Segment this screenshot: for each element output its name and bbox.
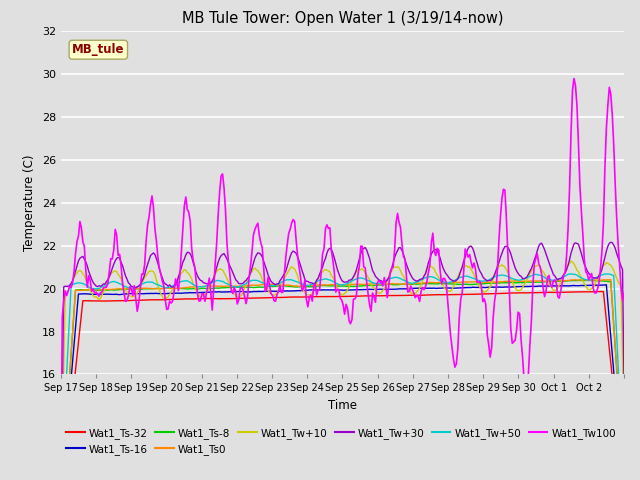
Wat1_Ts-32 (76, 325, 84, 331)
Y-axis label: Temperature (C): Temperature (C) (23, 155, 36, 251)
Wat1_Ts-32 (347, 293, 355, 299)
Wat1_Tw+10 (347, 281, 355, 287)
Wat1_Tw+30 (542, 251, 550, 257)
Line: Wat1_Tw+10: Wat1_Tw+10 (61, 261, 624, 480)
Wat1_Tw+10 (542, 275, 550, 280)
Wat1_Tw100 (617, 285, 625, 291)
Line: Wat1_Tw100: Wat1_Tw100 (61, 79, 624, 480)
Wat1_Ts-16 (93, 291, 101, 297)
Wat1_Tw100 (620, 290, 628, 296)
Wat1_Tw+30 (617, 264, 625, 269)
Line: Wat1_Ts-16: Wat1_Ts-16 (61, 285, 624, 480)
Wat1_Tw+10 (567, 258, 575, 264)
Title: MB Tule Tower: Open Water 1 (3/19/14-now): MB Tule Tower: Open Water 1 (3/19/14-now… (182, 11, 503, 26)
Wat1_Tw100 (93, 291, 101, 297)
Wat1_Tw+50 (542, 276, 550, 282)
Wat1_Tw+30 (347, 277, 355, 283)
Wat1_Ts-32 (617, 459, 625, 465)
Wat1_Tw100 (570, 76, 578, 82)
Wat1_Tw+50 (617, 421, 625, 427)
Wat1_Ts-8 (617, 432, 625, 437)
Line: Wat1_Tw+30: Wat1_Tw+30 (61, 242, 624, 480)
Wat1_Tw+30 (458, 264, 466, 270)
Wat1_Tw+30 (607, 240, 614, 245)
Wat1_Ts-32 (93, 298, 101, 304)
Wat1_Ts-8 (542, 279, 550, 285)
Wat1_Tw100 (542, 288, 550, 294)
Wat1_Ts0 (76, 288, 84, 293)
Wat1_Ts-8 (76, 287, 84, 292)
Line: Wat1_Ts0: Wat1_Ts0 (61, 280, 624, 480)
Wat1_Ts0 (93, 287, 101, 293)
Wat1_Ts0 (620, 474, 628, 480)
Wat1_Ts-8 (458, 282, 466, 288)
Wat1_Ts0 (347, 282, 355, 288)
Wat1_Tw+50 (458, 274, 466, 280)
Wat1_Ts0 (458, 279, 466, 285)
Wat1_Ts-8 (584, 277, 591, 283)
Wat1_Ts-16 (542, 283, 550, 289)
Wat1_Ts0 (542, 278, 550, 284)
Wat1_Ts-8 (347, 283, 355, 289)
Wat1_Tw+10 (76, 268, 84, 274)
Wat1_Ts0 (617, 430, 625, 436)
Wat1_Ts0 (607, 277, 614, 283)
Wat1_Ts-32 (542, 289, 550, 295)
Wat1_Tw+50 (76, 280, 84, 286)
Text: MB_tule: MB_tule (72, 43, 125, 56)
Wat1_Tw+10 (93, 296, 101, 301)
Line: Wat1_Ts-8: Wat1_Ts-8 (61, 280, 624, 480)
Wat1_Tw+30 (93, 284, 101, 289)
Wat1_Ts-32 (596, 288, 604, 294)
Wat1_Tw+30 (76, 255, 84, 261)
Wat1_Ts-16 (617, 455, 625, 461)
Line: Wat1_Tw+50: Wat1_Tw+50 (61, 274, 624, 480)
Wat1_Tw100 (76, 219, 84, 225)
Wat1_Ts-8 (93, 288, 101, 293)
Wat1_Tw+10 (617, 284, 625, 289)
Wat1_Ts-16 (76, 291, 84, 297)
Wat1_Tw+10 (458, 266, 466, 272)
Wat1_Tw+10 (620, 428, 628, 434)
Wat1_Ts-16 (347, 287, 355, 293)
Wat1_Ts-16 (602, 282, 610, 288)
Wat1_Tw+50 (347, 279, 355, 285)
X-axis label: Time: Time (328, 399, 357, 412)
Wat1_Ts-32 (458, 291, 466, 297)
Wat1_Tw100 (347, 321, 355, 326)
Line: Wat1_Ts-32: Wat1_Ts-32 (61, 291, 624, 480)
Wat1_Ts-16 (458, 285, 466, 291)
Wat1_Tw+50 (567, 271, 575, 276)
Wat1_Ts-8 (620, 475, 628, 480)
Wat1_Tw100 (458, 289, 466, 295)
Wat1_Tw+50 (93, 286, 101, 291)
Wat1_Tw+30 (620, 380, 628, 386)
Legend: Wat1_Ts-32, Wat1_Ts-16, Wat1_Ts-8, Wat1_Ts0, Wat1_Tw+10, Wat1_Tw+30, Wat1_Tw+50,: Wat1_Ts-32, Wat1_Ts-16, Wat1_Ts-8, Wat1_… (66, 428, 616, 455)
